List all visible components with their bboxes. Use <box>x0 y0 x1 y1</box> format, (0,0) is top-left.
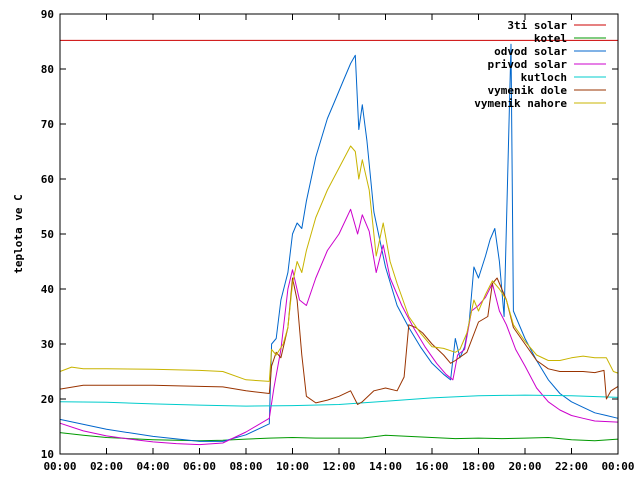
x-tick-label: 12:00 <box>322 460 355 473</box>
y-tick-label: 90 <box>41 8 54 21</box>
series-line-kutloch <box>59 394 619 407</box>
series-line-vymenik-dole <box>59 277 619 405</box>
series-line-vymenik-nahore <box>59 145 619 382</box>
legend-label: kotel <box>534 32 567 45</box>
legend-label: vymenik dole <box>488 84 568 97</box>
x-tick-label: 20:00 <box>508 460 541 473</box>
series-group <box>59 39 619 446</box>
y-axis-label: teplota ve C <box>12 194 25 273</box>
x-tick-label: 10:00 <box>276 460 309 473</box>
x-tick-label: 02:00 <box>90 460 123 473</box>
y-tick-label: 60 <box>41 173 54 186</box>
x-tick-label: 16:00 <box>415 460 448 473</box>
y-tick-label: 20 <box>41 393 54 406</box>
x-tick-label: 22:00 <box>555 460 588 473</box>
x-tick-label: 04:00 <box>136 460 169 473</box>
series-line-kotel <box>59 432 619 442</box>
y-axis: 10 20 30 40 50 60 70 80 90 <box>41 8 618 461</box>
x-tick-label: 08:00 <box>229 460 262 473</box>
legend-label: vymenik nahore <box>474 97 567 110</box>
y-tick-label: 30 <box>41 338 54 351</box>
legend-label: 3ti solar <box>507 19 567 32</box>
y-tick-label: 10 <box>41 448 54 461</box>
y-tick-label: 40 <box>41 283 54 296</box>
x-tick-label: 00:00 <box>43 460 76 473</box>
legend-label: odvod solar <box>494 45 567 58</box>
y-tick-label: 80 <box>41 63 54 76</box>
x-tick-label: 18:00 <box>462 460 495 473</box>
x-tick-label: 14:00 <box>369 460 402 473</box>
y-tick-label: 50 <box>41 228 54 241</box>
x-tick-label: 00:00 <box>601 460 634 473</box>
y-tick-label: 70 <box>41 118 54 131</box>
legend-label: privod solar <box>488 58 568 71</box>
x-axis: 00:00 02:00 04:00 06:00 08:00 10:00 12:00 14:00… <box>43 14 635 473</box>
series-line-privod-solar <box>59 208 619 446</box>
x-tick-label: 06:00 <box>183 460 216 473</box>
legend-label: kutloch <box>521 71 567 84</box>
